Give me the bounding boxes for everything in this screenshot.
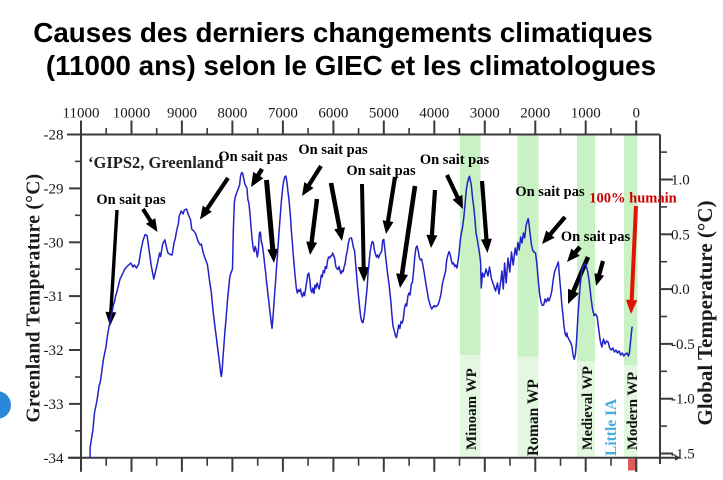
svg-text:-28: -28 [44,128,64,144]
svg-text:10000: 10000 [113,106,151,122]
svg-text:On sait pas: On sait pas [515,184,585,200]
svg-text:Medieval WP: Medieval WP [580,366,596,450]
svg-text:Greenland Temperature (°C): Greenland Temperature (°C) [24,174,45,423]
svg-text:Little IA: Little IA [603,398,620,456]
svg-text:On sait pas: On sait pas [420,152,490,168]
svg-text:On sait pas: On sait pas [218,149,288,165]
svg-text:0.5: 0.5 [671,227,690,243]
svg-text:4000: 4000 [419,106,449,122]
svg-text:8000: 8000 [217,106,247,122]
svg-text:2000: 2000 [520,106,550,122]
svg-text:11000: 11000 [63,106,100,122]
svg-text:7000: 7000 [268,106,298,122]
svg-text:-31: -31 [44,289,64,305]
svg-text:-0.5: -0.5 [671,337,695,353]
svg-text:-34: -34 [44,451,64,467]
svg-text:-33: -33 [44,397,64,413]
svg-text:0: 0 [632,106,640,122]
svg-text:-1.5: -1.5 [671,447,695,463]
svg-text:6000: 6000 [318,106,348,122]
svg-text:‘GIPS2, Greenland: ‘GIPS2, Greenland [88,153,223,172]
svg-text:Roman WP: Roman WP [525,379,542,456]
svg-text:Global Temperature (°C): Global Temperature (°C) [693,200,717,425]
svg-text:1000: 1000 [571,106,601,122]
svg-text:-30: -30 [44,235,64,251]
svg-text:On sait pas: On sait pas [96,192,166,208]
svg-text:100% humain: 100% humain [589,191,676,207]
svg-text:-1.0: -1.0 [671,392,695,408]
svg-text:5000: 5000 [369,106,399,122]
svg-text:9000: 9000 [167,106,197,122]
svg-text:On sait pas: On sait pas [561,229,631,245]
svg-text:On sait pas: On sait pas [346,163,416,179]
svg-text:On sait pas: On sait pas [298,142,368,158]
svg-text:-29: -29 [44,181,64,197]
svg-text:-32: -32 [44,343,64,359]
svg-text:0.0: 0.0 [671,282,690,298]
svg-text:Modern WP: Modern WP [625,372,641,450]
svg-text:Minoam WP: Minoam WP [464,368,480,450]
svg-text:1.0: 1.0 [671,173,690,189]
svg-text:3000: 3000 [470,106,500,122]
